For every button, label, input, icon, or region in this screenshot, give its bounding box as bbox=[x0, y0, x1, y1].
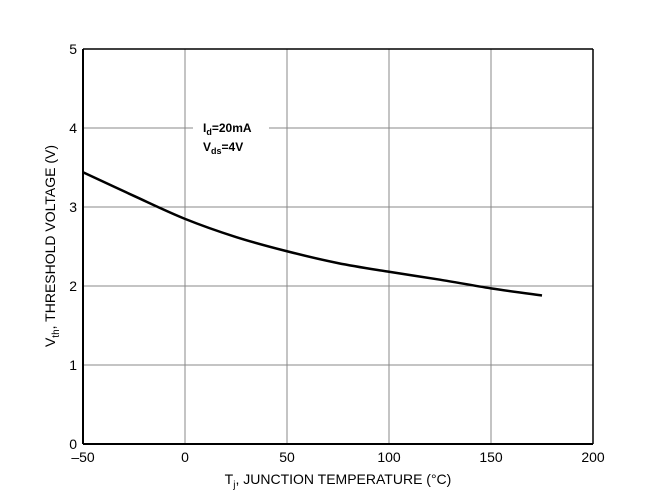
y-tick-label: 2 bbox=[69, 278, 77, 294]
y-tick-label: 3 bbox=[69, 199, 77, 215]
y-tick-label: 5 bbox=[69, 41, 77, 57]
x-axis-label: Tj, JUNCTION TEMPERATURE (°C) bbox=[225, 471, 452, 491]
grid bbox=[82, 48, 594, 445]
y-tick-label: 0 bbox=[69, 436, 77, 452]
annotation-id: Id=20mA bbox=[203, 121, 252, 137]
x-tick-label: 50 bbox=[279, 449, 295, 465]
x-tick-label: 0 bbox=[181, 449, 189, 465]
x-tick-label: 150 bbox=[479, 449, 503, 465]
series-line bbox=[82, 171, 543, 297]
y-axis-label: Vth, THRESHOLD VOLTAGE (V) bbox=[42, 145, 62, 347]
x-tick-label: 200 bbox=[581, 449, 605, 465]
y-tick-label: 1 bbox=[69, 357, 77, 373]
annotation-vds: Vds=4V bbox=[203, 140, 243, 156]
x-tick-label: –50 bbox=[71, 449, 95, 465]
annotation-background bbox=[193, 118, 269, 158]
y-tick-label: 4 bbox=[69, 120, 77, 136]
x-tick-label: 100 bbox=[377, 449, 401, 465]
